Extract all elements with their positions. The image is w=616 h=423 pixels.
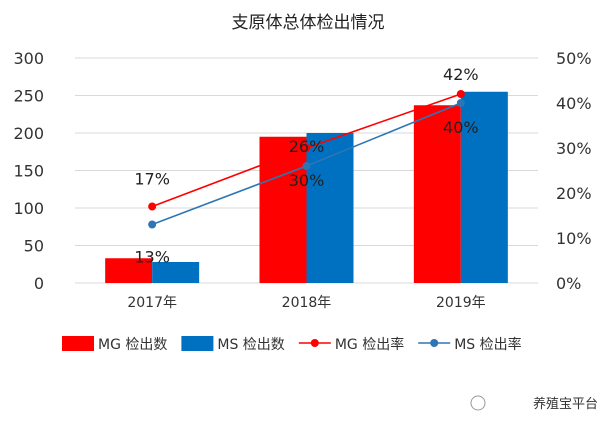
- point-MG 检出率: [302, 144, 311, 152]
- data-label: 42%: [443, 65, 479, 84]
- data-label: 13%: [134, 248, 170, 267]
- data-label: 26%: [289, 137, 325, 156]
- y2-tick-label: 20%: [556, 184, 592, 203]
- point-MS 检出率: [148, 220, 157, 229]
- legend-label: MS 检出率: [454, 336, 521, 353]
- point-MG 检出率: [148, 202, 157, 211]
- bar-MS 检出数: [306, 133, 354, 283]
- legend-marker: [430, 339, 439, 347]
- y-tick-label: 200: [13, 124, 44, 143]
- y-tick-label: 0: [34, 274, 44, 293]
- data-label: 30%: [289, 171, 325, 190]
- y2-tick-label: 50%: [556, 49, 592, 68]
- bar-MG 检出数: [105, 258, 153, 283]
- y-tick-label: 50: [24, 237, 44, 256]
- x-tick-label: 2018年: [282, 295, 332, 311]
- point-MS 检出率: [456, 99, 465, 107]
- x-tick-label: 2019年: [436, 295, 486, 311]
- data-label: 40%: [443, 118, 479, 137]
- x-tick-label: 2017年: [127, 295, 177, 311]
- bar-MG 检出数: [259, 136, 307, 283]
- point-MS 检出率: [302, 162, 311, 170]
- chart-title: 支原体总体检出情况: [232, 13, 385, 33]
- y2-tick-label: 0%: [556, 274, 581, 293]
- legend-swatch: [181, 336, 214, 351]
- y2-tick-label: 10%: [556, 229, 592, 248]
- legend-label: MG 检出数: [98, 337, 167, 353]
- legend-label: MS 检出数: [217, 337, 284, 353]
- bar-MS 检出数: [460, 91, 508, 283]
- wechat-icon: [470, 395, 486, 411]
- y2-tick-label: 40%: [556, 94, 592, 113]
- y-tick-label: 250: [13, 87, 44, 106]
- legend-marker: [310, 339, 319, 347]
- legend-label: MG 检出率: [335, 336, 404, 353]
- bar-MG 检出数: [413, 105, 461, 283]
- y-tick-label: 100: [13, 199, 44, 218]
- legend-swatch: [62, 336, 94, 351]
- y-tick-label: 300: [13, 49, 44, 68]
- data-label: 17%: [134, 170, 170, 189]
- y2-tick-label: 30%: [556, 139, 592, 158]
- point-MG 检出率: [456, 90, 465, 98]
- watermark-badge: 养殖宝平台: [533, 396, 598, 412]
- bar-MS 检出数: [152, 262, 200, 283]
- y-tick-label: 150: [13, 162, 44, 181]
